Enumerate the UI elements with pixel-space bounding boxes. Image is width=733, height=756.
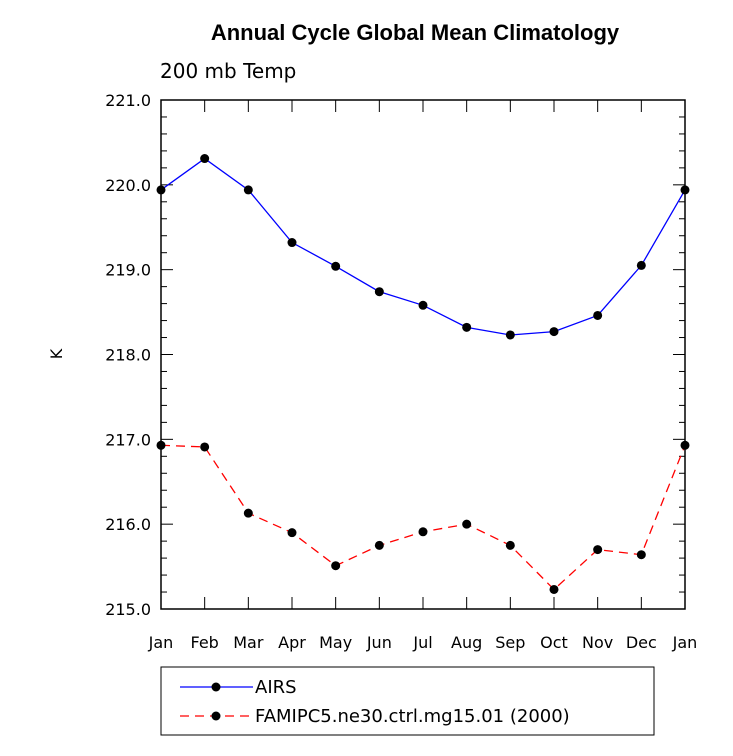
- data-point: [243, 185, 253, 195]
- legend-swatch-marker: [211, 682, 221, 692]
- y-tick-label: 218.0: [105, 346, 151, 365]
- data-point: [462, 519, 472, 529]
- x-tick-label: Jan: [672, 633, 698, 652]
- legend: AIRS FAMIPC5.ne30.ctrl.mg15.01 (2000): [160, 666, 655, 736]
- data-point: [374, 540, 384, 550]
- data-point: [636, 260, 646, 270]
- series-layer: [156, 154, 690, 594]
- x-tick-label: Jul: [412, 633, 432, 652]
- data-point: [331, 261, 341, 271]
- data-point: [462, 322, 472, 332]
- legend-item-1: AIRS: [180, 677, 297, 698]
- x-tick-label: Mar: [233, 633, 264, 652]
- data-point: [680, 185, 690, 195]
- y-tick-label: 220.0: [105, 176, 151, 195]
- x-tick-label: May: [319, 633, 352, 652]
- x-tick-label: Aug: [451, 633, 482, 652]
- legend-item-2: FAMIPC5.ne30.ctrl.mg15.01 (2000): [180, 706, 570, 727]
- data-point: [593, 545, 603, 555]
- legend-swatch-marker: [211, 711, 221, 721]
- data-point: [593, 310, 603, 320]
- series-2: [156, 440, 690, 594]
- data-point: [418, 527, 428, 537]
- data-point: [374, 287, 384, 297]
- y-tick-label: 221.0: [105, 91, 151, 110]
- data-point: [549, 584, 559, 594]
- y-tick-label: 217.0: [105, 430, 151, 449]
- x-tick-label: Nov: [582, 633, 613, 652]
- legend-label: FAMIPC5.ne30.ctrl.mg15.01 (2000): [255, 706, 570, 727]
- legend-label: AIRS: [255, 677, 297, 698]
- x-tick-label: Jun: [366, 633, 392, 652]
- series-line: [160, 444, 686, 591]
- data-point: [636, 550, 646, 560]
- legend-items: AIRS FAMIPC5.ne30.ctrl.mg15.01 (2000): [180, 677, 570, 727]
- data-point: [287, 528, 297, 538]
- series-1: [156, 154, 690, 340]
- y-tick-labels: 215.0 216.0 217.0 218.0 219.0 220.0 221.0: [105, 91, 151, 619]
- data-point: [680, 440, 690, 450]
- data-point: [200, 154, 210, 164]
- x-tick-label: Sep: [495, 633, 525, 652]
- x-tick-label: Feb: [191, 633, 219, 652]
- data-point: [156, 440, 166, 450]
- data-point: [243, 508, 253, 518]
- y-axis-label: K: [47, 348, 66, 359]
- legend-box: [160, 666, 655, 736]
- y-tick-label: 216.0: [105, 515, 151, 534]
- y-tick-label: 219.0: [105, 261, 151, 280]
- x-tick-label: Apr: [278, 633, 306, 652]
- axis-ticks: [160, 99, 686, 610]
- x-tick-labels: Jan Feb Mar Apr May Jun Jul Aug Sep Oct Nov Dec Jan: [148, 633, 698, 652]
- x-tick-label: Oct: [540, 633, 568, 652]
- data-point: [505, 540, 515, 550]
- data-point: [200, 442, 210, 452]
- chart-title: Annual Cycle Global Mean Climatology: [211, 20, 620, 45]
- chart-subtitle: 200 mb Temp: [160, 59, 296, 83]
- data-point: [156, 185, 166, 195]
- data-point: [549, 327, 559, 337]
- data-point: [331, 561, 341, 571]
- x-tick-label: Jan: [148, 633, 174, 652]
- x-tick-label: Dec: [626, 633, 657, 652]
- y-tick-label: 215.0: [105, 600, 151, 619]
- data-point: [505, 330, 515, 340]
- data-point: [287, 238, 297, 248]
- data-point: [418, 300, 428, 310]
